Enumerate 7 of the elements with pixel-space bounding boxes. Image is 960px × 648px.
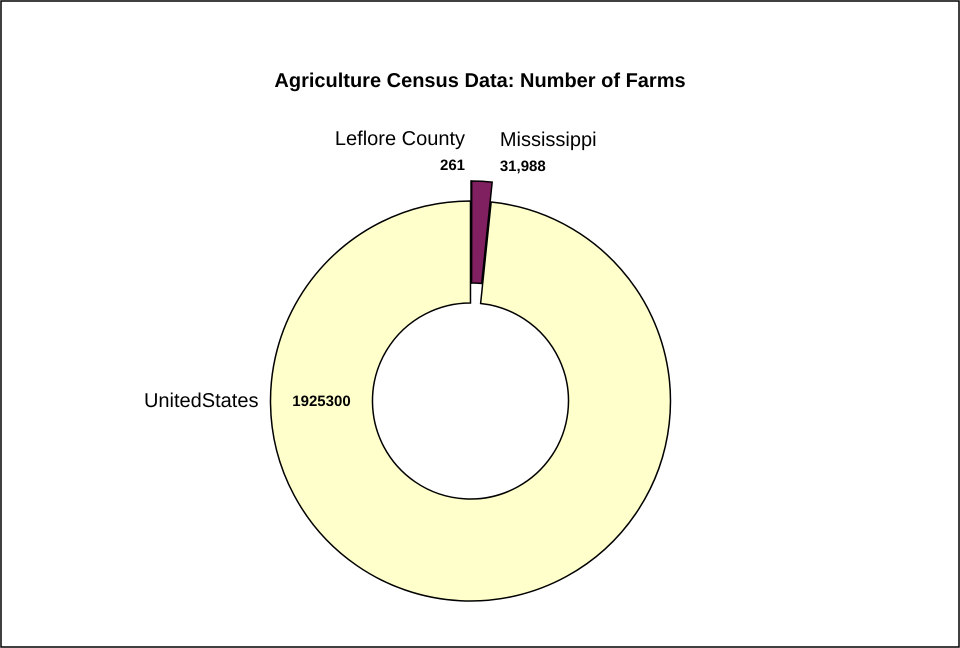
data-label: 31,988 <box>500 158 546 176</box>
data-label: 261 <box>440 157 466 174</box>
slice-label: Mississippi <box>500 129 597 152</box>
chart-title: Agriculture Census Data: Number of Farms <box>274 70 686 92</box>
slice-label: UnitedStates <box>144 390 258 412</box>
slice-label: Leflore County <box>334 128 466 150</box>
data-label: 1925300 <box>292 392 351 410</box>
